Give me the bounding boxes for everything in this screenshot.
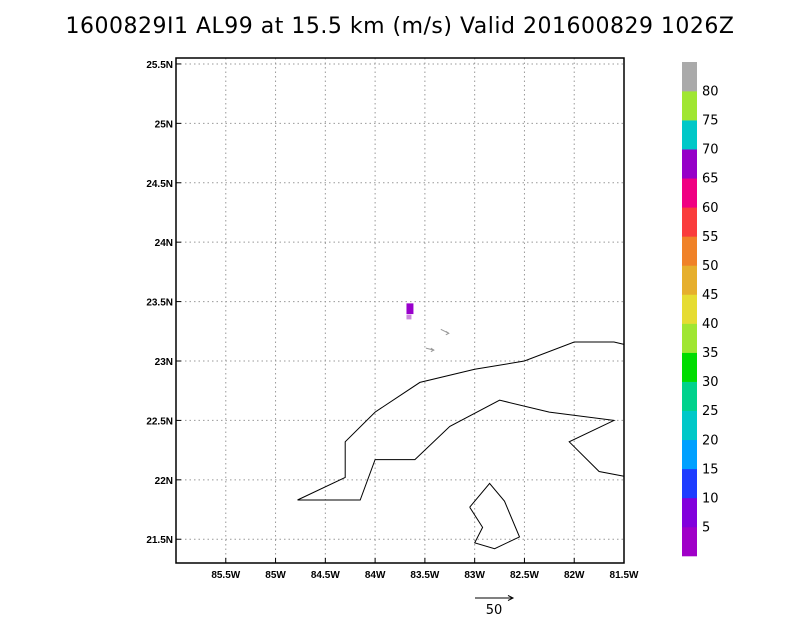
island-outline xyxy=(469,482,521,550)
colorbar-label: 5 xyxy=(702,520,710,535)
colorbar-label: 10 xyxy=(702,491,719,506)
wind-vector-arrowhead-icon xyxy=(445,330,450,336)
colorbar-swatch xyxy=(682,149,697,179)
colorbar-swatch xyxy=(682,207,697,237)
lon-tick-label: 85.5W xyxy=(211,570,240,581)
colorbar-label: 35 xyxy=(702,346,719,361)
colorbar-swatch xyxy=(682,439,697,470)
colorbar-label: 50 xyxy=(702,259,719,274)
lat-tick-label: 23.5N xyxy=(146,298,173,309)
colorbar-swatch xyxy=(682,410,697,441)
reference-vector: 50 xyxy=(475,595,515,618)
lon-tick-label: 82W xyxy=(564,570,585,581)
lat-tick-label: 22N xyxy=(155,476,173,487)
coastline-south xyxy=(297,399,625,501)
lon-tick-label: 81.5W xyxy=(610,570,639,581)
lat-tick-label: 25.5N xyxy=(146,60,173,71)
coastline-north xyxy=(297,341,625,501)
colorbar-swatch xyxy=(682,91,697,121)
colorbar-label: 45 xyxy=(702,288,719,303)
latitude-tick-labels: 21.5N 22N 22.5N 23N 23.5N 24N 24.5N 25N 25.5N xyxy=(146,60,173,546)
longitude-tick-labels: 85.5W 85W 84.5W 84W 83.5W 83W 82.5W 82W 81.5W xyxy=(211,570,639,581)
lon-tick-label: 83.5W xyxy=(410,570,439,581)
lat-tick-label: 24.5N xyxy=(146,179,173,190)
colorbar-swatch xyxy=(682,120,697,150)
colorbar-swatch xyxy=(682,294,697,324)
colorbar-label: 25 xyxy=(702,404,719,419)
colorbar-swatch xyxy=(682,526,697,557)
lon-tick-label: 83W xyxy=(464,570,485,581)
wind-speed-cell xyxy=(406,314,412,320)
reference-vector-label: 50 xyxy=(486,603,503,618)
lon-tick-label: 82.5W xyxy=(510,570,539,581)
colorbar-label: 55 xyxy=(702,230,719,245)
colorbar-swatch xyxy=(682,352,697,382)
map-frame xyxy=(175,57,625,564)
colorbar-swatch xyxy=(682,178,697,208)
lon-tick-label: 84.5W xyxy=(311,570,340,581)
colorbar-label: 20 xyxy=(702,433,719,448)
lat-tick-label: 24N xyxy=(155,238,173,249)
colorbar-label: 70 xyxy=(702,143,719,158)
wind-vector-arrowhead-icon xyxy=(430,347,435,353)
map-title: 1600829I1 AL99 at 15.5 km (m/s) Valid 20… xyxy=(65,14,735,39)
colorbar-label: 30 xyxy=(702,375,719,390)
colorbar-label: 15 xyxy=(702,462,719,477)
colorbar-swatch xyxy=(682,323,697,353)
colorbar-swatch xyxy=(682,265,697,295)
colorbar: 5 10 15 20 25 30 35 40 45 50 55 60 65 70 75 80 xyxy=(682,62,719,557)
lat-tick-label: 22.5N xyxy=(146,416,173,427)
colorbar-label: 65 xyxy=(702,172,719,187)
lat-tick-label: 23N xyxy=(155,357,173,368)
colorbar-swatch xyxy=(682,468,697,499)
coastline xyxy=(297,341,625,550)
colorbar-label: 40 xyxy=(702,317,719,332)
reference-vector-arrowhead-icon xyxy=(507,595,515,601)
lat-tick-label: 21.5N xyxy=(146,535,173,546)
wind-speed-cells xyxy=(406,303,414,320)
lon-tick-label: 85W xyxy=(265,570,286,581)
lon-tick-label: 84W xyxy=(365,570,386,581)
colorbar-label: 80 xyxy=(702,85,719,100)
wind-vectors xyxy=(425,328,450,353)
wind-speed-cell xyxy=(406,303,414,315)
lat-tick-label: 25N xyxy=(155,119,173,130)
colorbar-swatch xyxy=(682,236,697,266)
colorbar-label: 75 xyxy=(702,114,719,129)
lat-lon-grid xyxy=(176,58,625,563)
colorbar-swatch xyxy=(682,62,697,92)
colorbar-label: 60 xyxy=(702,201,719,216)
colorbar-swatch xyxy=(682,381,697,412)
colorbar-swatch xyxy=(682,497,697,528)
